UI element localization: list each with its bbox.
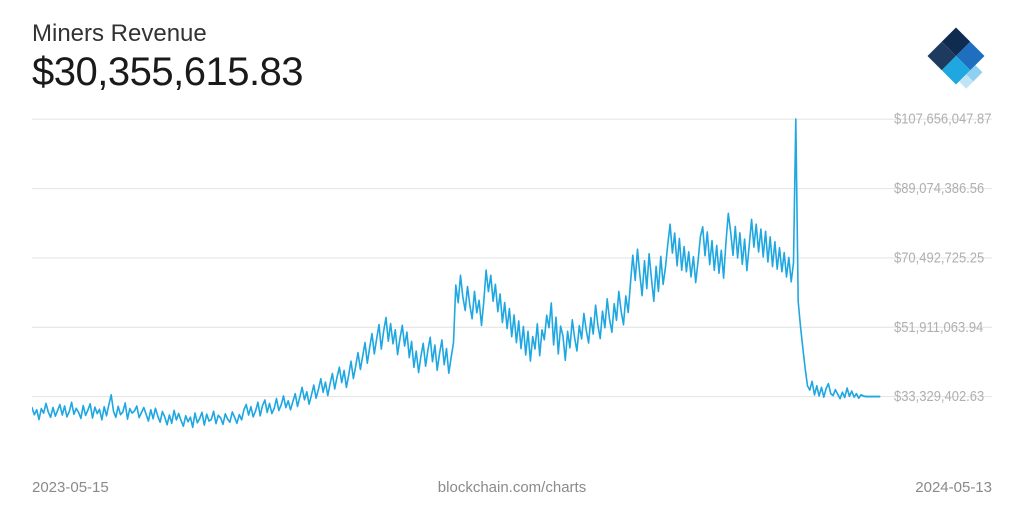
chart-source: blockchain.com/charts (438, 479, 586, 496)
title-block: Miners Revenue $30,355,615.83 (32, 20, 303, 95)
footer: 2023-05-15 blockchain.com/charts 2024-05… (32, 465, 992, 496)
chart-area: $33,329,402.63 $51,911,063.94 $70,492,725.… (32, 103, 992, 465)
chart-title: Miners Revenue (32, 20, 303, 48)
blockchain-logo-icon (920, 20, 992, 92)
revenue-series-line (32, 119, 880, 427)
y-tick-label: $70,492,725.25 (894, 249, 985, 266)
current-value: $30,355,615.83 (32, 50, 303, 95)
line-chart: $33,329,402.63 $51,911,063.94 $70,492,725.… (32, 103, 992, 465)
y-tick-label: $51,911,063.94 (894, 318, 984, 335)
header: Miners Revenue $30,355,615.83 (32, 20, 992, 95)
y-tick-label: $107,656,047.87 (894, 110, 992, 127)
y-tick-label: $33,329,402.63 (894, 387, 985, 404)
x-axis-end-date: 2024-05-13 (915, 479, 992, 496)
x-axis-start-date: 2023-05-15 (32, 479, 109, 496)
y-tick-label: $89,074,386.56 (894, 179, 985, 196)
